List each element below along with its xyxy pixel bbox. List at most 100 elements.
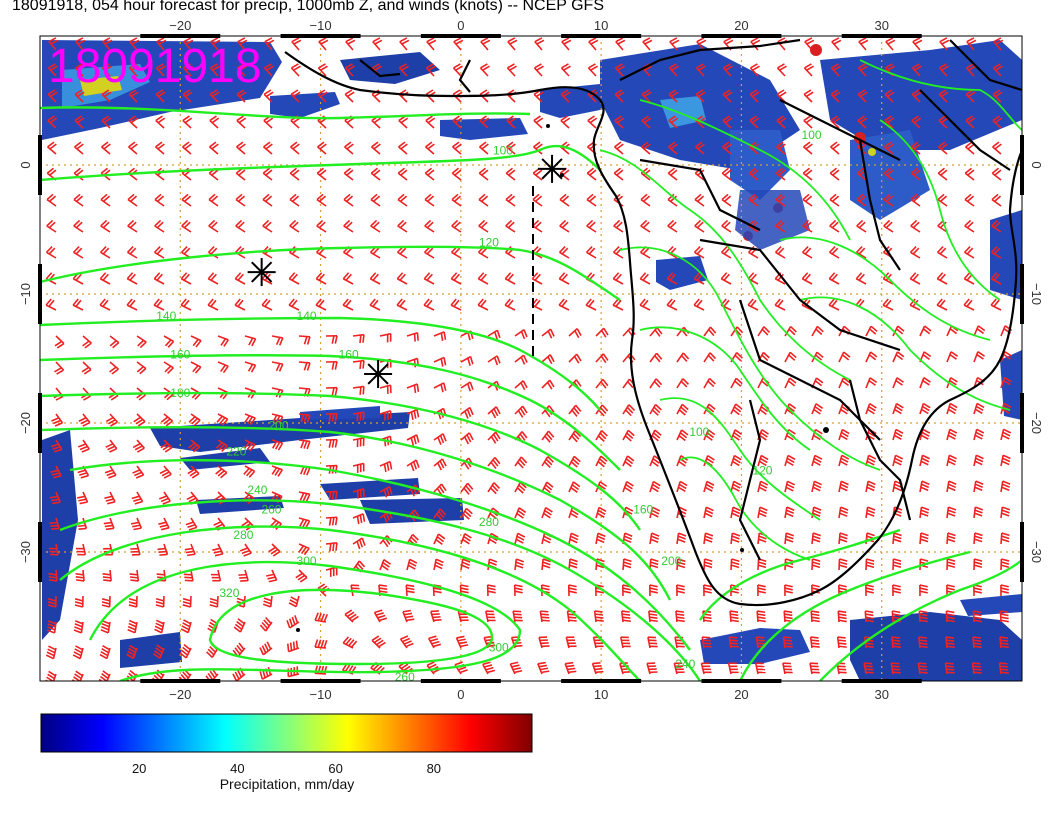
wind-barb [703,506,714,519]
wind-barb [991,193,1002,207]
wind-barb [451,193,462,207]
wind-barb [614,141,624,155]
wind-barb [261,298,273,311]
wind-barb [352,411,365,422]
precipitation-layer [42,40,1022,681]
wind-barb [207,298,219,311]
wind-barb [757,584,766,597]
lat-label-right: −20 [1029,412,1044,434]
wind-barb [676,480,688,493]
wind-barb [938,89,949,103]
wind-barb [129,37,140,51]
wind-barb [568,328,582,339]
wind-barb [676,378,690,389]
contour-label: 100 [493,144,513,158]
wind-barb [406,383,420,394]
wind-barb [74,595,84,608]
wind-barb [244,413,256,426]
wind-barb [264,37,275,51]
wind-barb [379,409,392,421]
wind-barb [541,456,555,469]
wind-barb [316,219,327,233]
wind-barb [856,193,867,207]
wind-barb [424,193,435,207]
wind-barb [936,298,948,311]
wind-barb [513,584,523,597]
wind-barb [433,558,444,571]
wind-barb [46,620,57,634]
wind-barb [615,37,626,51]
wind-barb [477,298,489,311]
wind-barb [720,272,732,285]
map-frame [39,35,1023,682]
wind-barb [343,219,354,233]
wind-barb [514,456,528,469]
wind-barb [565,636,577,649]
wind-barb [883,193,894,207]
wind-barb [561,37,572,51]
wind-barb [695,63,706,77]
lat-label-left: −20 [18,412,33,434]
wind-barb [514,354,528,365]
wind-barb [965,115,976,129]
wind-barb [857,63,868,77]
wind-barb [568,481,581,493]
wind-barb [892,454,904,467]
wind-barb [155,63,166,77]
wind-barb [379,485,393,498]
wind-barb [703,558,713,571]
contour-label: 300 [297,554,317,568]
wind-barb [128,141,138,155]
wind-barb [756,610,766,623]
wind-barb [963,298,975,311]
wind-barb [966,37,977,51]
wind-barb [75,543,87,556]
wind-barb [128,595,138,608]
wind-barb [487,431,501,444]
wind-barb [379,384,392,394]
wind-barb [45,246,57,259]
wind-barb [649,378,663,389]
wind-barb [402,609,415,623]
wind-barb [560,63,571,77]
wind-barb [830,89,841,103]
wind-barb [182,89,193,103]
wind-barb [919,454,930,467]
wind-barb [973,532,983,545]
wind-barb [507,37,518,51]
wind-barb [829,219,840,233]
wind-barb [182,595,192,608]
wind-barb [828,272,840,285]
wind-barb [72,246,84,259]
wind-barb [263,89,274,103]
wind-barb [190,335,202,348]
wind-barb [666,272,678,285]
wind-barb [622,429,635,442]
wind-barb [155,595,165,608]
wind-barb [964,193,975,207]
wind-barb [49,517,60,530]
wind-barb [892,351,905,363]
wind-barb [538,636,550,649]
wind-barb [620,610,631,623]
wind-barb [586,219,597,233]
wind-barb [640,219,651,233]
wind-barb [209,89,220,103]
wind-barb [406,331,419,342]
wind-barb [811,454,823,467]
islands [296,124,829,632]
wind-barb [430,610,442,623]
wind-barb [776,63,787,77]
wind-barb [910,167,921,181]
wind-barb [558,272,570,285]
wind-barb [127,219,138,233]
wind-barb [811,480,822,493]
wind-barb [48,569,58,582]
wind-barb [372,37,383,51]
wind-barb [917,662,928,675]
wind-barb [909,272,921,285]
wind-barb [1000,454,1011,467]
wind-barb [406,459,420,472]
wind-barb [757,506,768,519]
